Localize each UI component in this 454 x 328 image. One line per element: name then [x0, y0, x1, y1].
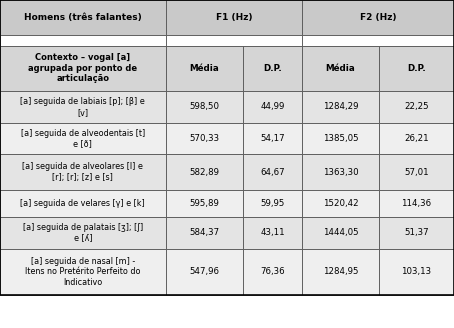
Bar — [0, 35, 166, 46]
Bar — [0, 249, 166, 295]
Bar — [302, 35, 454, 46]
Text: F2 (Hz): F2 (Hz) — [360, 13, 396, 22]
Text: 43,11: 43,11 — [260, 228, 285, 237]
Bar — [0, 217, 166, 249]
Text: 1385,05: 1385,05 — [323, 134, 358, 143]
Bar — [166, 217, 243, 249]
Bar — [379, 91, 454, 123]
Bar — [0, 0, 166, 35]
Bar — [302, 123, 379, 154]
Text: D.P.: D.P. — [407, 64, 426, 73]
Text: 22,25: 22,25 — [404, 102, 429, 111]
Text: 1363,30: 1363,30 — [323, 168, 358, 176]
Text: 584,37: 584,37 — [189, 228, 219, 237]
Bar — [243, 154, 302, 190]
Text: 598,50: 598,50 — [189, 102, 219, 111]
Bar — [302, 154, 379, 190]
Bar — [302, 217, 379, 249]
Bar — [379, 123, 454, 154]
Text: [a] seguida de velares [γ] e [k]: [a] seguida de velares [γ] e [k] — [20, 199, 145, 208]
Text: 103,13: 103,13 — [401, 267, 432, 277]
Bar — [166, 123, 243, 154]
Bar — [243, 123, 302, 154]
Text: 64,67: 64,67 — [260, 168, 285, 176]
Text: 1284,95: 1284,95 — [323, 267, 358, 277]
Bar — [379, 249, 454, 295]
Bar — [0, 154, 166, 190]
Bar — [243, 91, 302, 123]
Text: 57,01: 57,01 — [404, 168, 429, 176]
Bar — [243, 249, 302, 295]
Bar — [166, 46, 243, 91]
Text: 582,89: 582,89 — [189, 168, 219, 176]
Text: 26,21: 26,21 — [404, 134, 429, 143]
Bar — [166, 35, 302, 46]
Bar — [302, 91, 379, 123]
Bar — [379, 154, 454, 190]
Text: 44,99: 44,99 — [260, 102, 285, 111]
Text: Contexto – vogal [a]
agrupada por ponto de
articulação: Contexto – vogal [a] agrupada por ponto … — [28, 53, 138, 83]
Text: 114,36: 114,36 — [401, 199, 432, 208]
Bar — [379, 46, 454, 91]
Bar — [0, 46, 166, 91]
Text: [a] seguida de palatais [ʒ]; [ʃ]
e [ʎ]: [a] seguida de palatais [ʒ]; [ʃ] e [ʎ] — [23, 223, 143, 243]
Text: D.P.: D.P. — [263, 64, 282, 73]
Bar — [379, 217, 454, 249]
Text: 51,37: 51,37 — [404, 228, 429, 237]
Bar — [243, 46, 302, 91]
Text: 595,89: 595,89 — [189, 199, 219, 208]
Bar — [0, 190, 166, 217]
Bar — [243, 217, 302, 249]
Bar — [302, 190, 379, 217]
Bar — [302, 249, 379, 295]
Text: F1 (Hz): F1 (Hz) — [216, 13, 252, 22]
Text: [a] seguida de alveolares [l] e
[r]; [r]; [z] e [s]: [a] seguida de alveolares [l] e [r]; [r]… — [22, 162, 143, 182]
Bar — [166, 0, 302, 35]
Text: 1520,42: 1520,42 — [323, 199, 358, 208]
Text: 547,96: 547,96 — [189, 267, 219, 277]
Text: 59,95: 59,95 — [260, 199, 285, 208]
Bar — [302, 0, 454, 35]
Text: Média: Média — [189, 64, 219, 73]
Text: [a] seguida de labiais [p]; [β] e
[v]: [a] seguida de labiais [p]; [β] e [v] — [20, 97, 145, 117]
Bar — [243, 190, 302, 217]
Text: [a] seguida de alveodentais [t]
e [ð]: [a] seguida de alveodentais [t] e [ð] — [21, 129, 145, 149]
Text: 54,17: 54,17 — [260, 134, 285, 143]
Bar — [0, 0, 454, 295]
Text: 570,33: 570,33 — [189, 134, 219, 143]
Bar — [166, 91, 243, 123]
Bar — [379, 190, 454, 217]
Bar — [0, 91, 166, 123]
Bar — [0, 123, 166, 154]
Bar — [302, 46, 379, 91]
Text: 76,36: 76,36 — [260, 267, 285, 277]
Text: Homens (três falantes): Homens (três falantes) — [24, 13, 142, 22]
Text: [a] seguida de nasal [m] -
Itens no Pretérito Perfeito do
Indicativo: [a] seguida de nasal [m] - Itens no Pret… — [25, 257, 141, 287]
Text: 1444,05: 1444,05 — [323, 228, 358, 237]
Bar — [166, 249, 243, 295]
Text: 1284,29: 1284,29 — [323, 102, 358, 111]
Text: Média: Média — [326, 64, 355, 73]
Bar — [166, 154, 243, 190]
Bar — [166, 190, 243, 217]
